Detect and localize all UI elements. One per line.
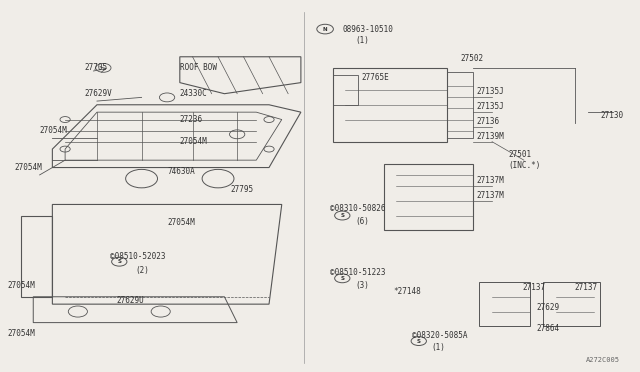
Text: 27054M: 27054M xyxy=(167,218,195,227)
Text: 27136: 27136 xyxy=(476,117,499,126)
Text: 27629V: 27629V xyxy=(84,89,112,98)
Text: 27501: 27501 xyxy=(508,150,531,159)
Text: ©08320-5085A: ©08320-5085A xyxy=(412,331,468,340)
Text: *27148: *27148 xyxy=(394,287,421,296)
Text: 27054M: 27054M xyxy=(180,137,207,146)
Text: 08963-10510: 08963-10510 xyxy=(342,25,393,33)
Text: 27629U: 27629U xyxy=(116,296,144,305)
Text: 24330C: 24330C xyxy=(180,89,207,98)
Text: 27054M: 27054M xyxy=(8,329,35,338)
Text: 27054M: 27054M xyxy=(8,281,35,290)
Text: (6): (6) xyxy=(355,217,369,225)
Text: S: S xyxy=(117,259,121,264)
Text: 27629: 27629 xyxy=(537,303,560,312)
Text: 27137M: 27137M xyxy=(476,191,504,200)
Text: 27130: 27130 xyxy=(600,111,623,121)
Text: ROOF BOW: ROOF BOW xyxy=(180,63,217,72)
Text: 27054M: 27054M xyxy=(14,163,42,172)
Bar xyxy=(384,164,473,230)
Bar xyxy=(543,282,600,326)
Text: 27137: 27137 xyxy=(575,283,598,292)
Text: 27795: 27795 xyxy=(231,185,254,194)
Text: 27137: 27137 xyxy=(523,283,546,292)
Text: 27864: 27864 xyxy=(537,324,560,333)
Text: 27139M: 27139M xyxy=(476,132,504,141)
Text: ©08510-52023: ©08510-52023 xyxy=(109,251,165,261)
Text: 27137M: 27137M xyxy=(476,176,504,185)
Text: ©08310-50826: ©08310-50826 xyxy=(330,203,385,213)
Text: S: S xyxy=(340,213,344,218)
Text: 27054M: 27054M xyxy=(40,126,67,135)
Text: (1): (1) xyxy=(355,36,369,45)
Text: N: N xyxy=(323,26,328,32)
Text: (INC.*): (INC.*) xyxy=(508,161,540,170)
Bar xyxy=(447,71,473,138)
Text: 74630A: 74630A xyxy=(167,167,195,176)
Text: 27236: 27236 xyxy=(180,115,203,124)
Text: 27135J: 27135J xyxy=(476,87,504,96)
Text: S: S xyxy=(340,276,344,281)
Text: (2): (2) xyxy=(135,266,149,275)
Text: 27502: 27502 xyxy=(460,54,483,63)
Bar xyxy=(479,282,531,326)
Text: (3): (3) xyxy=(355,281,369,290)
Text: A272C005: A272C005 xyxy=(586,357,620,363)
Bar xyxy=(333,68,447,142)
Text: 27705: 27705 xyxy=(84,63,108,72)
Text: ©08510-51223: ©08510-51223 xyxy=(330,268,385,277)
Text: 27135J: 27135J xyxy=(476,102,504,111)
Bar xyxy=(333,75,358,105)
Text: (1): (1) xyxy=(431,343,445,352)
Text: S: S xyxy=(417,339,420,344)
Text: 27765E: 27765E xyxy=(362,73,389,81)
